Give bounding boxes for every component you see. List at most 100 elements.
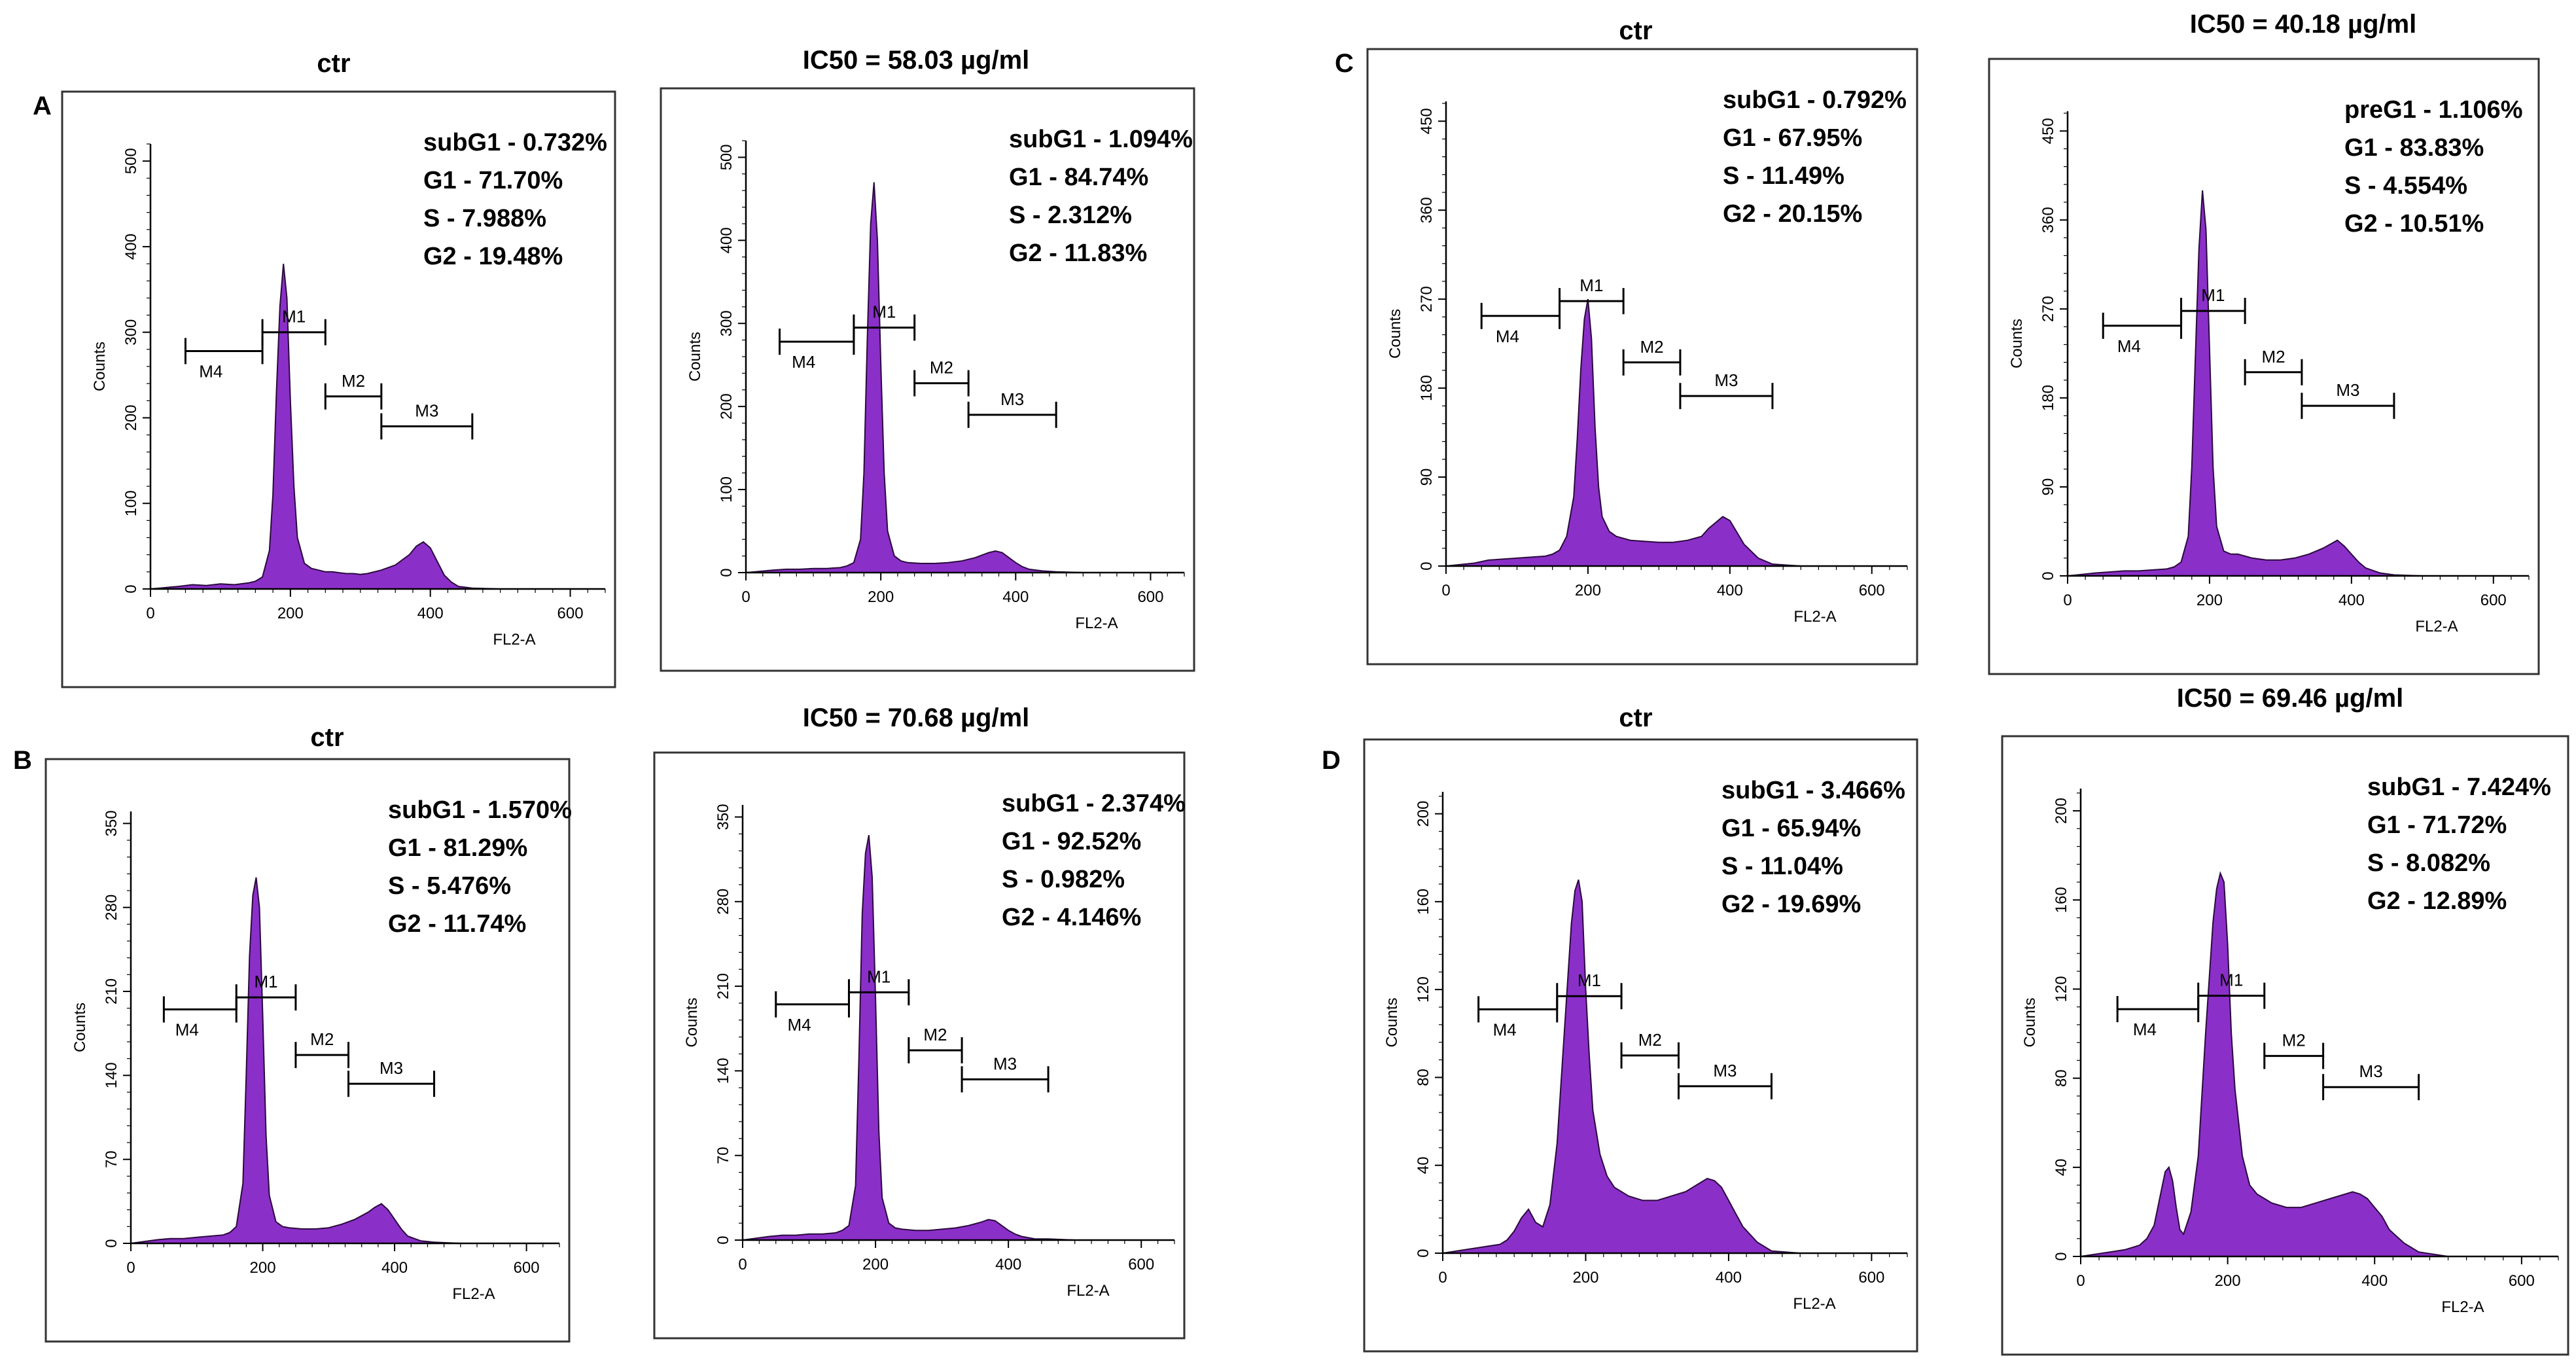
x-tick-label: 200 <box>250 1259 276 1277</box>
marker-label: M4 <box>175 1020 199 1040</box>
chart-frame <box>1366 48 1918 666</box>
marker-label: M3 <box>2359 1061 2383 1081</box>
chart-frame <box>1363 738 1918 1353</box>
y-axis-label: Counts <box>2021 997 2039 1047</box>
y-tick-label: 70 <box>715 1147 732 1164</box>
y-tick-label: 210 <box>103 978 120 1005</box>
x-tick-label: 0 <box>1438 1269 1447 1287</box>
marker-label: M4 <box>2117 336 2141 356</box>
marker-m4: M4 <box>2102 312 2183 356</box>
panel-letter-d: D <box>1322 746 1341 775</box>
y-tick-label: 0 <box>1415 1249 1432 1257</box>
chart-d-ctr: ctr 0 200 400 600 0 40 80 120 160 200 FL2-A Counts M4… <box>1363 703 1918 1353</box>
marker-m4: M4 <box>1480 302 1561 346</box>
y-tick-label: 280 <box>715 889 732 915</box>
x-axis-label: FL2-A <box>452 1285 495 1303</box>
marker-m2: M2 <box>1622 337 1682 376</box>
stat-line: preG1 - 1.106% <box>2344 96 2522 124</box>
stat-line: S - 8.082% <box>2367 849 2490 877</box>
stat-line: subG1 - 7.424% <box>2367 773 2551 801</box>
marker-m1: M1 <box>847 967 910 1006</box>
y-tick-label: 270 <box>1418 286 1436 312</box>
y-axis-label: Counts <box>683 997 701 1047</box>
marker-m1: M1 <box>1556 970 1623 1010</box>
marker-m4: M4 <box>2116 996 2200 1039</box>
y-tick-label: 450 <box>1418 108 1436 134</box>
marker-m1: M1 <box>853 302 916 341</box>
stat-line: G2 - 19.48% <box>423 243 563 270</box>
x-axis-label: FL2-A <box>493 631 535 649</box>
stat-line: subG1 - 2.374% <box>1002 790 1186 817</box>
marker-m4: M4 <box>775 991 850 1035</box>
stat-line: G2 - 11.74% <box>388 910 526 938</box>
x-tick-label: 600 <box>1128 1256 1154 1273</box>
x-tick-label: 0 <box>738 1256 747 1273</box>
x-tick-label: 0 <box>1441 582 1450 599</box>
y-tick-label: 0 <box>715 1236 732 1244</box>
stat-line: S - 0.982% <box>1002 866 1125 893</box>
marker-m2: M2 <box>2244 347 2303 385</box>
marker-label: M3 <box>415 401 438 421</box>
y-tick-label: 40 <box>2053 1158 2070 1176</box>
x-axis-label: FL2-A <box>1793 1295 1835 1313</box>
marker-m3: M3 <box>967 389 1057 428</box>
y-tick-label: 300 <box>122 319 140 346</box>
y-axis-label: Counts <box>2008 319 2026 368</box>
stat-line: G1 - 67.95% <box>1723 124 1862 152</box>
y-tick-label: 200 <box>1415 801 1432 827</box>
y-tick-label: 210 <box>715 973 732 999</box>
x-axis-label: FL2-A <box>2441 1298 2484 1316</box>
chart-frame <box>1988 58 2540 675</box>
y-tick-label: 90 <box>1418 469 1436 486</box>
chart-a-ic50: IC50 = 58.03 µg/ml 0 200 400 600 0 100 200 300 40… <box>660 46 1195 672</box>
marker-label: M4 <box>792 352 815 372</box>
stat-line: S - 7.988% <box>423 205 546 232</box>
marker-m2: M2 <box>1620 1030 1680 1069</box>
y-tick-label: 450 <box>2039 118 2057 144</box>
y-tick-label: 200 <box>122 404 140 431</box>
y-tick-label: 100 <box>718 476 735 503</box>
y-tick-label: 400 <box>122 234 140 260</box>
x-tick-label: 0 <box>2076 1272 2085 1290</box>
x-axis-label: FL2-A <box>2415 618 2458 635</box>
x-tick-label: 400 <box>1002 588 1029 606</box>
chart-frame <box>660 87 1195 672</box>
x-tick-label: 200 <box>2197 592 2223 609</box>
marker-label: M3 <box>379 1058 403 1078</box>
x-tick-label: 400 <box>1717 582 1743 599</box>
marker-m3: M3 <box>347 1058 436 1097</box>
y-tick-label: 500 <box>122 148 140 174</box>
y-tick-label: 0 <box>103 1239 120 1247</box>
marker-label: M4 <box>788 1015 811 1035</box>
marker-m2: M2 <box>324 371 383 410</box>
x-tick-label: 0 <box>741 588 750 606</box>
y-tick-label: 360 <box>2039 207 2057 233</box>
x-tick-label: 200 <box>1575 582 1601 599</box>
marker-label: M3 <box>1000 389 1024 409</box>
marker-m4: M4 <box>779 329 855 372</box>
marker-m3: M3 <box>2322 1061 2420 1101</box>
y-axis-label: Counts <box>1386 309 1404 359</box>
marker-m1: M1 <box>261 307 326 346</box>
marker-label: M2 <box>342 371 365 391</box>
stat-line: G1 - 71.70% <box>423 167 563 194</box>
stat-line: G2 - 19.69% <box>1721 891 1861 918</box>
marker-label: M3 <box>1713 1061 1737 1080</box>
y-axis-label: Counts <box>91 342 109 391</box>
marker-label: M2 <box>2261 347 2285 366</box>
marker-label: M2 <box>310 1029 334 1049</box>
chart-c-ctr: ctr 0 200 400 600 0 90 180 270 360 450 FL2-A Counts M… <box>1366 16 1918 666</box>
y-tick-label: 0 <box>122 584 140 593</box>
marker-label: M4 <box>2133 1020 2157 1039</box>
x-tick-label: 400 <box>417 605 444 622</box>
marker-label: M1 <box>867 967 891 986</box>
y-tick-label: 350 <box>715 804 732 830</box>
stat-line: G2 - 20.15% <box>1723 200 1862 228</box>
x-tick-label: 600 <box>2509 1272 2535 1290</box>
x-tick-label: 200 <box>1572 1269 1598 1287</box>
histogram-series <box>1442 879 1801 1254</box>
marker-label: M1 <box>2219 970 2243 990</box>
stat-line: subG1 - 1.570% <box>388 796 572 824</box>
y-tick-label: 70 <box>103 1150 120 1168</box>
